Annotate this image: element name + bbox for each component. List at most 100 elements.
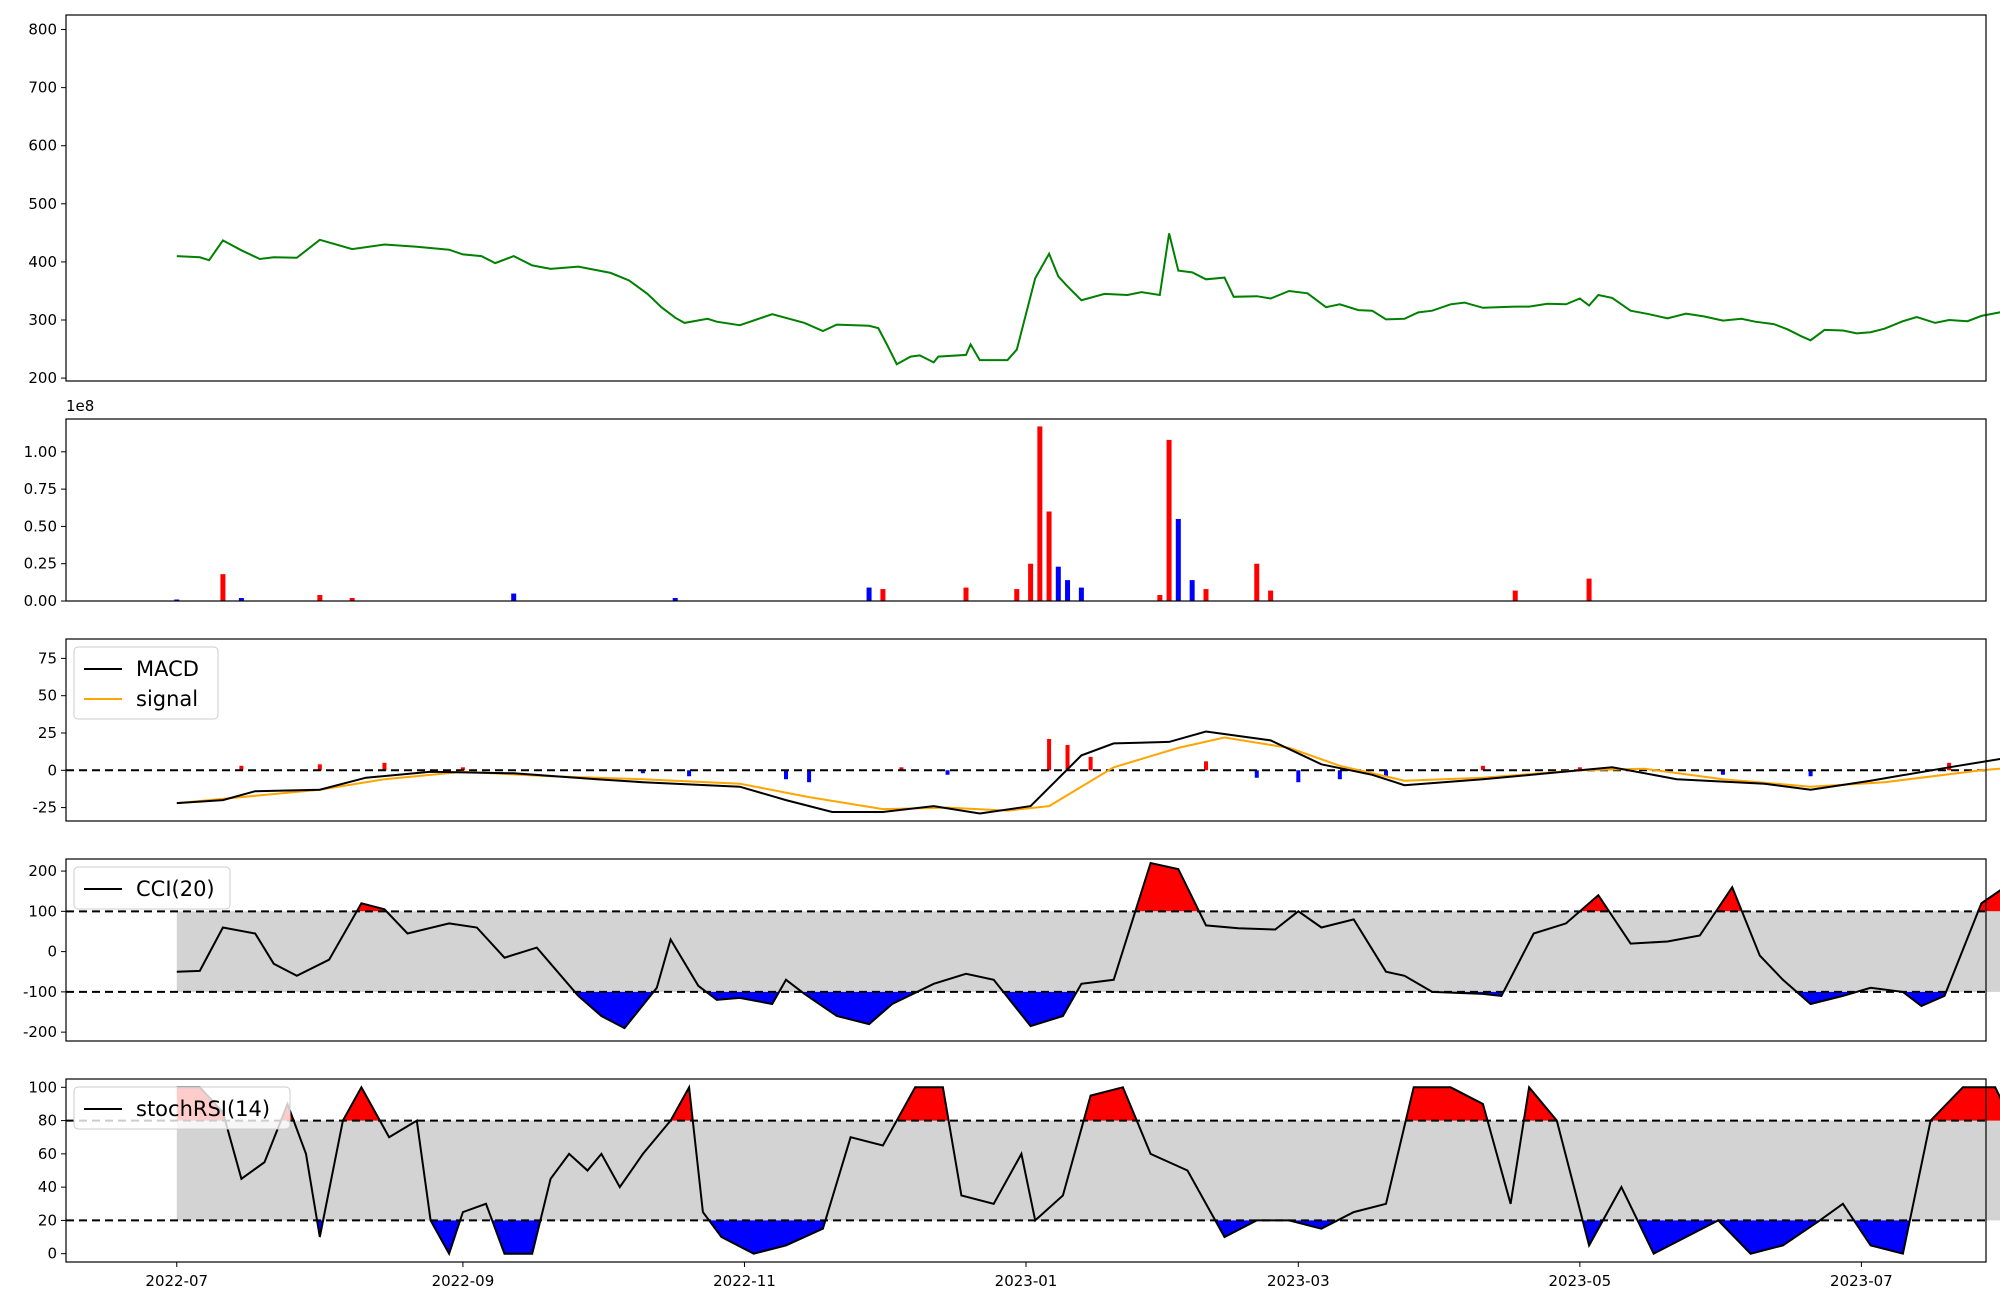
macd-hist-bar <box>1047 738 1052 771</box>
volume-panel: 1e8 <box>66 397 1592 601</box>
x-tick-label: 2023-07 <box>1830 1272 1893 1290</box>
cci-ytick-label: 100 <box>28 902 57 920</box>
macd-ytick-label: -25 <box>33 799 58 817</box>
macd-hist-bar <box>1577 767 1582 771</box>
volume-bar <box>1203 589 1209 601</box>
price-ytick-label: 200 <box>28 369 57 387</box>
macd-line <box>176 730 2000 815</box>
macd-hist-bar <box>1384 770 1388 777</box>
volume-bar <box>672 598 678 601</box>
macd-hist-bar <box>1337 770 1342 780</box>
signal-line <box>176 736 2000 812</box>
stochrsi-ytick-label: 40 <box>38 1178 57 1196</box>
price-frame <box>65 14 1987 382</box>
cci-oversold-fill <box>1902 991 1947 1006</box>
macd-hist-bar <box>1480 765 1485 771</box>
volume-bar <box>1586 578 1592 601</box>
volume-bar <box>1028 563 1034 601</box>
cci-ytick-label: -200 <box>23 1023 57 1041</box>
volume-ytick-label: 0.25 <box>24 555 57 573</box>
cci-oversold-fill <box>574 991 654 1029</box>
stochrsi-ytick-label: 100 <box>28 1078 57 1096</box>
price-panel <box>176 233 2000 366</box>
stochrsi-legend-box <box>73 1086 291 1130</box>
volume-bar <box>1037 426 1043 601</box>
volume-bar <box>1014 589 1020 601</box>
macd-hist-bar <box>1088 756 1093 771</box>
volume-axes: 0.00 0.25 0.50 0.75 1.00 <box>24 418 1987 610</box>
stochrsi-oversold-fill <box>492 1220 541 1254</box>
volume-bar <box>1189 580 1195 601</box>
macd-ytick-label: 25 <box>38 724 57 742</box>
macd-hist-bar <box>1065 744 1070 771</box>
macd-frame <box>65 638 1987 822</box>
cci-oversold-fill <box>1432 991 1504 996</box>
volume-bar <box>1254 563 1260 601</box>
price-ytick-label: 800 <box>28 21 57 39</box>
macd-hist-bar <box>1296 770 1301 783</box>
cci-overbought-fill <box>356 903 387 912</box>
stochrsi-neutral-band <box>176 1120 2000 1221</box>
volume-bar <box>174 599 180 601</box>
macd-legend-box <box>73 646 219 720</box>
cci-ytick-label: 0 <box>47 943 57 961</box>
macd-legend: MACD signal <box>73 646 219 720</box>
volume-bar <box>220 574 226 601</box>
stochrsi-overbought-fill <box>342 1087 380 1121</box>
stochrsi-overbought-fill <box>1930 1087 2000 1121</box>
volume-bar <box>1175 518 1181 601</box>
macd-hist-bar <box>687 770 692 777</box>
price-ytick-label: 300 <box>28 311 57 329</box>
x-tick-label: 2023-01 <box>995 1272 1058 1290</box>
macd-panel <box>66 730 2000 815</box>
macd-hist-bar <box>1808 770 1813 777</box>
macd-hist-bar <box>784 770 788 780</box>
volume-bar <box>317 595 323 601</box>
stochrsi-ytick-label: 0 <box>47 1245 57 1263</box>
volume-ytick-label: 0.75 <box>24 480 57 498</box>
macd-hist-bar <box>460 767 465 771</box>
macd-hist-bar <box>945 770 950 775</box>
stochrsi-line <box>176 1084 2000 1257</box>
volume-bar <box>1157 595 1163 601</box>
x-tick-label: 2023-03 <box>1267 1272 1330 1290</box>
stochrsi-panel <box>66 1084 2000 1257</box>
stochrsi-overbought-fill <box>1523 1087 1557 1121</box>
stochrsi-overbought-fill <box>1083 1087 1137 1121</box>
macd-hist-bar <box>899 767 904 771</box>
cci-line <box>176 861 2000 1030</box>
cci-oversold-fill <box>801 991 918 1025</box>
price-line <box>176 233 2000 366</box>
stochrsi-ytick-label: 80 <box>38 1112 57 1130</box>
volume-bar <box>1268 590 1274 601</box>
cci-legend-label: CCI(20) <box>136 877 215 901</box>
volume-bar <box>1166 439 1172 601</box>
price-ytick-label: 700 <box>28 79 57 97</box>
cci-overbought-fill <box>1978 890 2000 912</box>
macd-hist-bar <box>640 770 645 774</box>
x-tick-label: 2022-09 <box>432 1272 495 1290</box>
cci-legend: CCI(20) <box>73 866 231 910</box>
stochrsi-oversold-fill <box>1854 1220 1910 1254</box>
price-ytick-label: 400 <box>28 253 57 271</box>
stochrsi-ytick-label: 60 <box>38 1145 57 1163</box>
stochrsi-ytick-label: 20 <box>38 1211 57 1229</box>
stochrsi-oversold-fill <box>430 1220 461 1254</box>
macd-legend-label: signal <box>136 687 198 711</box>
macd-hist-bar <box>1204 761 1208 771</box>
cci-oversold-fill <box>1796 991 1857 1004</box>
stochrsi-legend: stochRSI(14) <box>73 1086 291 1130</box>
volume-ytick-label: 0.00 <box>24 592 57 610</box>
cci-oversold-fill <box>1003 991 1077 1027</box>
x-axis: 2022-07 2022-09 2022-11 2023-01 2023-03 2023-… <box>145 1262 1893 1290</box>
macd-hist-bar <box>807 770 812 783</box>
volume-ytick-label: 0.50 <box>24 517 57 535</box>
volume-bar <box>511 593 517 601</box>
macd-ytick-label: 75 <box>38 649 57 667</box>
cci-ytick-label: -100 <box>23 983 57 1001</box>
macd-legend-label: MACD <box>136 657 199 681</box>
stochrsi-overbought-fill <box>1405 1087 1488 1121</box>
volume-bar <box>1046 511 1052 601</box>
x-tick-label: 2023-05 <box>1549 1272 1612 1290</box>
